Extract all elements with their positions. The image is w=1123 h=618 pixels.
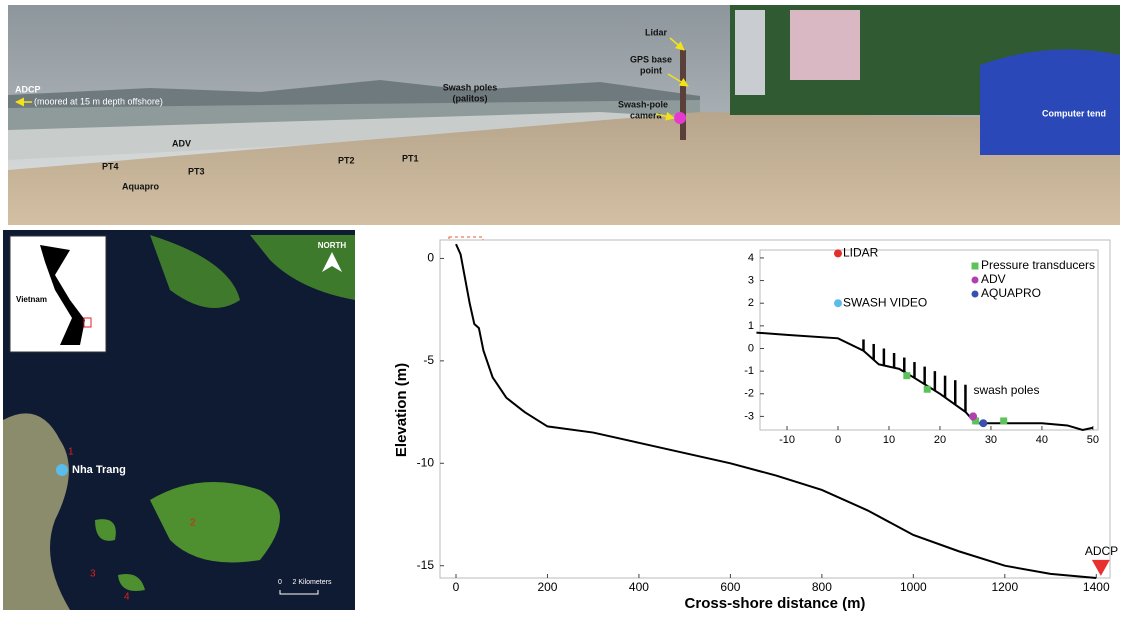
y-tick-label: -1 xyxy=(744,365,754,377)
map: Vietnam NORTH Nha Trang 1 2 3 4 0 2 Kilo… xyxy=(3,230,355,610)
photo-label: ADCP xyxy=(15,84,41,94)
y-tick-label: 0 xyxy=(427,251,434,265)
legend-swatch xyxy=(971,262,979,270)
x-tick-label: 1400 xyxy=(1083,580,1110,594)
photo-label: (moored at 15 m depth offshore) xyxy=(34,96,163,106)
map-label: 0 xyxy=(278,579,282,586)
data-point xyxy=(834,299,842,308)
data-point xyxy=(1000,417,1008,425)
x-tick-label: 200 xyxy=(537,580,557,594)
x-tick-label: 1000 xyxy=(900,580,927,594)
y-tick-label: -5 xyxy=(423,353,434,367)
photo-label: Aquapro xyxy=(122,181,160,191)
photo-label: PT4 xyxy=(102,161,119,171)
y-tick-label: -3 xyxy=(744,410,754,422)
profile-line xyxy=(455,243,1097,579)
map-label: 1 xyxy=(68,447,74,458)
x-tick-label: 50 xyxy=(1087,434,1099,446)
map-label: 3 xyxy=(90,569,96,580)
y-tick-label: 2 xyxy=(748,297,754,309)
x-tick-label: 30 xyxy=(985,434,997,446)
photo-label: PT1 xyxy=(402,153,419,163)
legend-swatch xyxy=(971,276,979,284)
data-point xyxy=(972,417,980,425)
photo-label: camera xyxy=(630,110,663,120)
y-tick-label: -15 xyxy=(417,558,435,572)
x-tick-label: 1200 xyxy=(991,580,1018,594)
x-axis-label: Cross-shore distance (m) xyxy=(685,595,866,612)
legend-swatch xyxy=(971,290,979,298)
x-tick-label: 0 xyxy=(453,580,460,594)
data-point xyxy=(834,249,842,258)
profile-line xyxy=(756,331,1094,432)
x-tick-label: 800 xyxy=(812,580,832,594)
photo-label: GPS base xyxy=(630,54,672,64)
x-tick-label: 400 xyxy=(629,580,649,594)
photo-label: Swash poles xyxy=(443,82,498,92)
data-point xyxy=(923,385,931,393)
x-tick-label: 20 xyxy=(934,434,946,446)
point-label: SWASH VIDEO xyxy=(843,295,927,309)
photo-label: Computer tend xyxy=(1042,108,1106,118)
plot-frame xyxy=(759,249,1099,431)
y-tick-label: -2 xyxy=(744,388,754,400)
map-label: 2 xyxy=(190,518,196,529)
photo-label: point xyxy=(640,65,662,75)
map-label: 4 xyxy=(124,592,130,603)
annotation: swash poles xyxy=(973,383,1039,397)
photo: ADCP (moored at 15 m depth offshore) Swa… xyxy=(8,5,1120,225)
y-tick-label: -10 xyxy=(417,455,435,469)
photo-label: (palitos) xyxy=(453,93,488,103)
marker-label: ADCP xyxy=(1085,544,1118,558)
point-label: LIDAR xyxy=(843,246,879,260)
x-tick-label: 0 xyxy=(835,434,841,446)
map-label: Vietnam xyxy=(16,295,47,304)
photo-label: PT3 xyxy=(188,166,205,176)
data-point xyxy=(969,412,978,421)
x-tick-label: 40 xyxy=(1036,434,1048,446)
map-label: 2 Kilometers xyxy=(293,579,332,586)
data-point xyxy=(979,419,988,428)
y-tick-label: 3 xyxy=(748,274,754,286)
x-tick-label: -10 xyxy=(779,434,795,446)
photo-label: ADV xyxy=(172,138,191,148)
photo-label: Swash-pole xyxy=(618,99,668,109)
map-label: Nha Trang xyxy=(72,464,126,476)
photo-label: PT2 xyxy=(338,155,355,165)
x-tick-label: 600 xyxy=(720,580,740,594)
legend-label: Pressure transducers xyxy=(981,258,1095,272)
map-label: NORTH xyxy=(318,241,347,250)
legend-label: AQUAPRO xyxy=(981,286,1041,300)
y-axis-label: Elevation (m) xyxy=(393,363,410,457)
x-tick-label: 10 xyxy=(883,434,895,446)
y-tick-label: 1 xyxy=(748,320,754,332)
y-tick-label: 0 xyxy=(748,342,754,354)
photo-label: Lidar xyxy=(645,27,668,37)
data-point xyxy=(903,372,911,380)
legend-label: ADV xyxy=(981,272,1006,286)
adcp-marker xyxy=(1091,559,1110,576)
y-tick-label: 4 xyxy=(748,252,754,264)
